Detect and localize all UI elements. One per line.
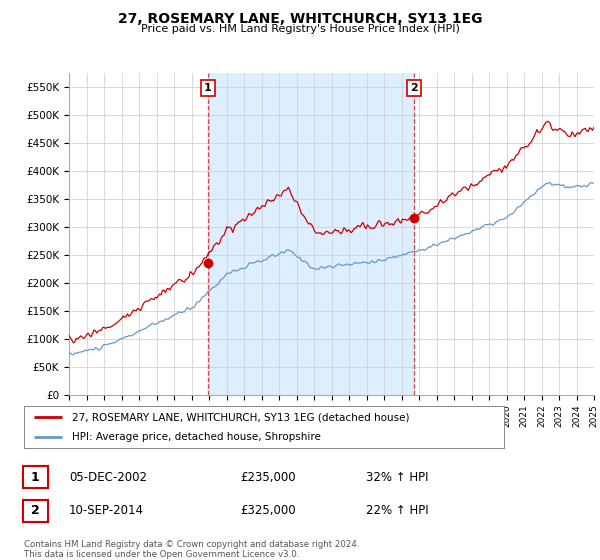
- Text: £325,000: £325,000: [240, 504, 296, 517]
- Text: 27, ROSEMARY LANE, WHITCHURCH, SY13 1EG (detached house): 27, ROSEMARY LANE, WHITCHURCH, SY13 1EG …: [72, 412, 409, 422]
- Text: HPI: Average price, detached house, Shropshire: HPI: Average price, detached house, Shro…: [72, 432, 321, 442]
- Text: 22% ↑ HPI: 22% ↑ HPI: [366, 504, 428, 517]
- Text: 2: 2: [31, 504, 40, 517]
- Text: Contains HM Land Registry data © Crown copyright and database right 2024.: Contains HM Land Registry data © Crown c…: [24, 540, 359, 549]
- Text: 1: 1: [204, 83, 211, 93]
- Text: £235,000: £235,000: [240, 470, 296, 484]
- Bar: [208, 73, 413, 395]
- Text: 10-SEP-2014: 10-SEP-2014: [69, 504, 144, 517]
- Text: 05-DEC-2002: 05-DEC-2002: [69, 470, 147, 484]
- Text: 2: 2: [410, 83, 418, 93]
- Text: 27, ROSEMARY LANE, WHITCHURCH, SY13 1EG: 27, ROSEMARY LANE, WHITCHURCH, SY13 1EG: [118, 12, 482, 26]
- Text: This data is licensed under the Open Government Licence v3.0.: This data is licensed under the Open Gov…: [24, 550, 299, 559]
- Text: 32% ↑ HPI: 32% ↑ HPI: [366, 470, 428, 484]
- Text: Price paid vs. HM Land Registry's House Price Index (HPI): Price paid vs. HM Land Registry's House …: [140, 24, 460, 34]
- Text: 1: 1: [31, 470, 40, 484]
